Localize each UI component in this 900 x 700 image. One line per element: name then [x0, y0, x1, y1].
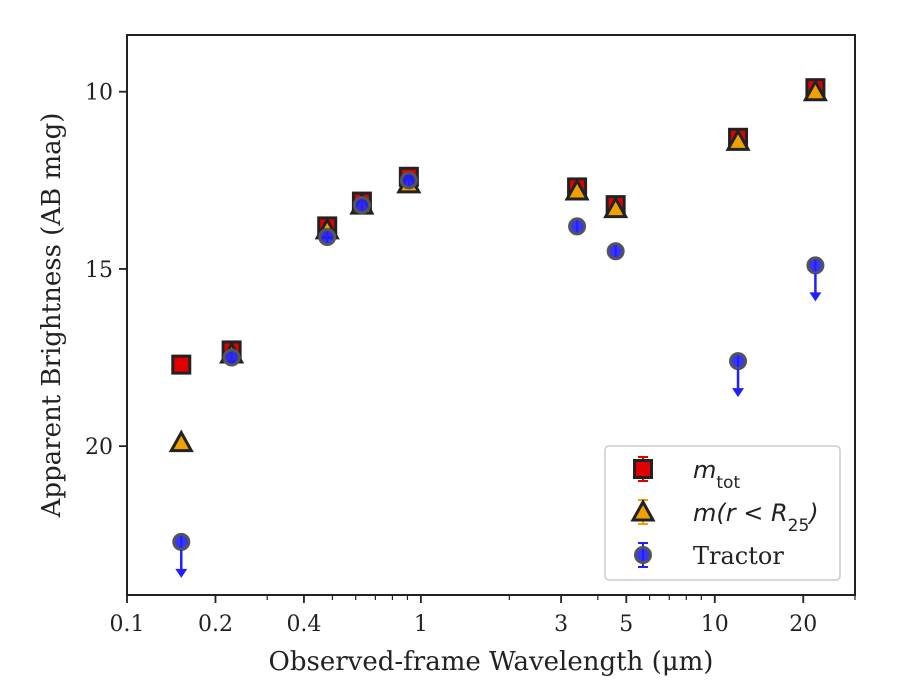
data-point — [172, 532, 191, 551]
plot-area — [168, 78, 828, 578]
x-tick-label: 0.2 — [198, 612, 233, 637]
x-axis-title: Observed-frame Wavelength (μm) — [269, 647, 714, 677]
data-point — [729, 352, 748, 371]
axis-labels: Observed-frame Wavelength (μm) Apparent … — [37, 113, 713, 677]
data-point — [568, 217, 587, 236]
x-tick-label: 10 — [701, 612, 729, 637]
y-tick-label: 10 — [85, 81, 113, 106]
series-mr25 — [168, 78, 828, 453]
y-tick-label: 20 — [85, 435, 113, 460]
y-axis-title: Apparent Brightness (AB mag) — [37, 113, 67, 519]
y-tick-label: 15 — [85, 258, 113, 283]
legend-label-tractor: Tractor — [693, 542, 784, 570]
plot-frame — [126, 34, 856, 596]
data-point — [352, 196, 371, 215]
legend: mtot m(r < R25) Tractor — [604, 445, 841, 581]
upper-limit-arrowhead — [732, 388, 745, 398]
x-tick-label: 3 — [554, 612, 568, 637]
legend-marker-mtot — [633, 459, 653, 479]
legend-marker-mr25 — [630, 498, 656, 522]
upper-limit-arrowhead — [175, 568, 188, 578]
legend-marker-tractor — [634, 546, 652, 564]
x-tick-label: 0.1 — [110, 612, 145, 637]
data-point — [168, 429, 194, 453]
x-tick-label: 20 — [789, 612, 817, 637]
x-tick-label: 5 — [619, 612, 633, 637]
data-point — [802, 78, 828, 102]
upper-limit-arrowhead — [809, 292, 822, 302]
legend-label-mtot: mtot — [693, 456, 740, 493]
data-point — [564, 177, 590, 201]
axes-ticks: 0.1 0.2 0.4 1 3 5 10 20 10 15 20 — [85, 34, 856, 637]
data-point — [399, 171, 418, 190]
series-tractor — [172, 171, 825, 578]
data-point — [318, 228, 337, 247]
data-point — [171, 354, 192, 375]
data-point — [222, 348, 241, 367]
legend-label-mr25: m(r < R25) — [693, 499, 819, 536]
x-tick-label: 1 — [414, 612, 428, 637]
legend-box — [604, 445, 841, 581]
x-tick-label: 0.4 — [286, 612, 321, 637]
data-point — [725, 128, 751, 151]
series-mtot — [171, 78, 826, 375]
data-point — [606, 242, 625, 261]
data-point — [806, 256, 825, 275]
data-point — [603, 195, 629, 219]
